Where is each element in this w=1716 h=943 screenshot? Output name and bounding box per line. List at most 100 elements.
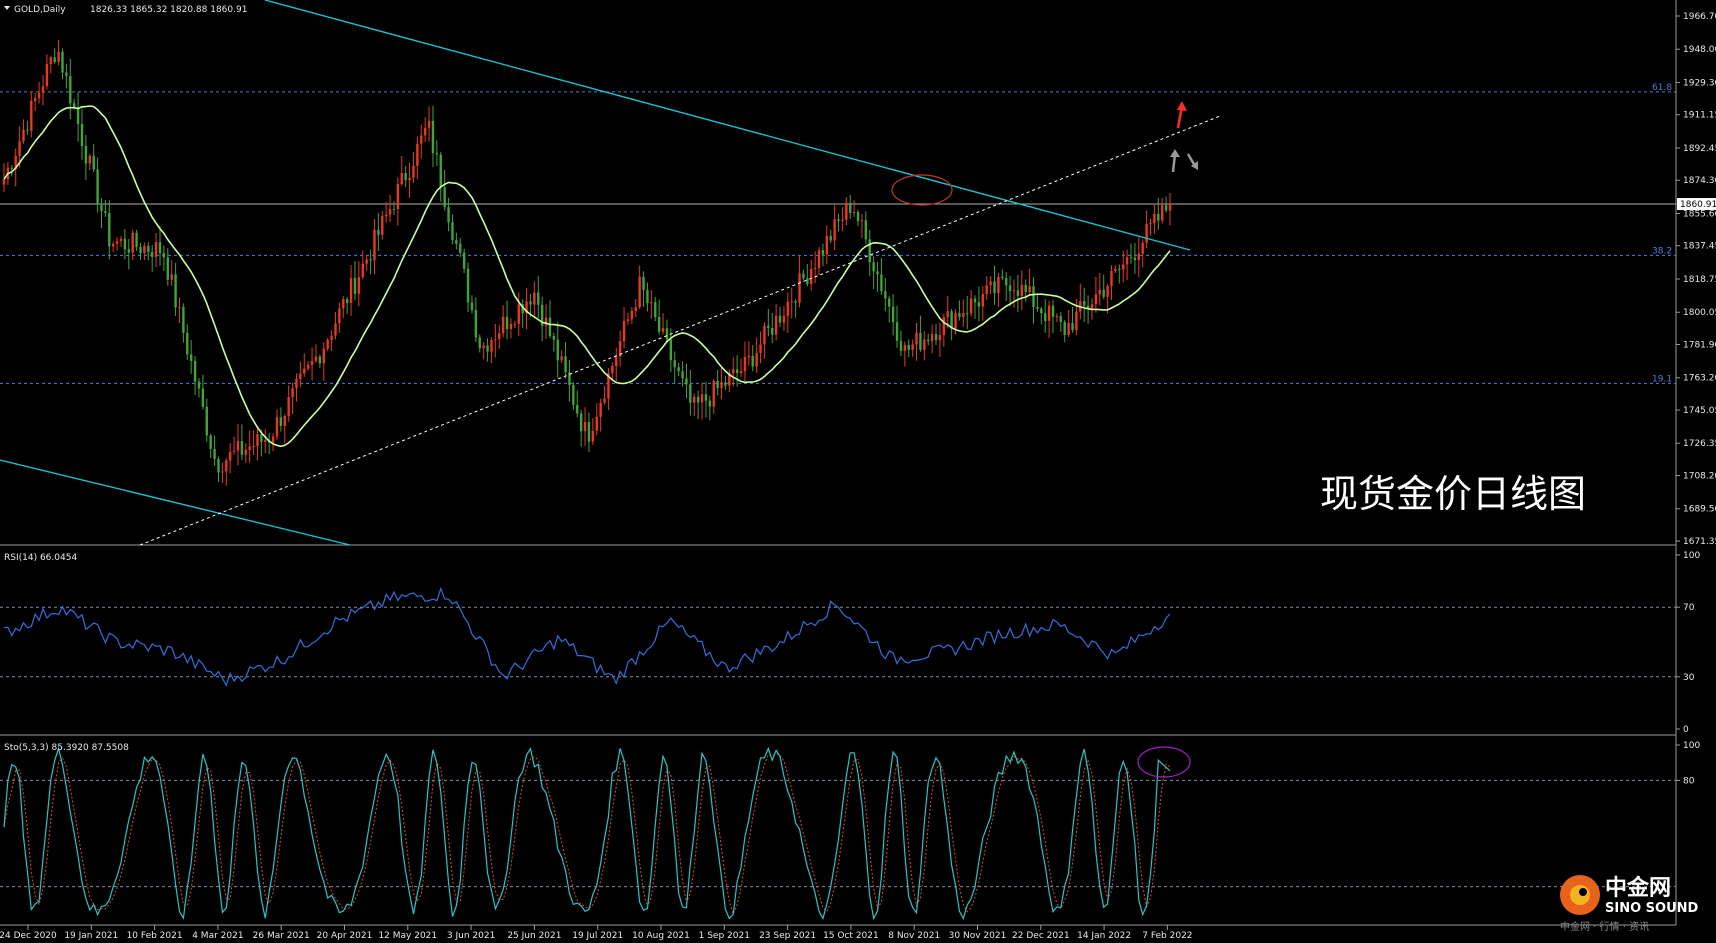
candle	[977, 286, 981, 322]
candle	[774, 304, 778, 341]
candle-body	[1153, 213, 1156, 224]
candle	[299, 361, 302, 388]
candle-body	[41, 86, 45, 93]
candle	[416, 136, 419, 179]
candle	[264, 429, 267, 454]
candle	[1032, 277, 1035, 324]
candle-body	[942, 317, 946, 335]
downtrend-channel-bottom	[0, 459, 351, 546]
candle	[1110, 265, 1113, 300]
rsi-line	[3, 586, 1171, 687]
candle-body	[833, 219, 836, 241]
candle-body	[841, 219, 844, 221]
date-tick-label: 15 Oct 2021	[823, 931, 879, 941]
candle-body	[213, 448, 216, 459]
resistance-highlight-ellipse	[891, 174, 953, 206]
candle-body	[958, 313, 961, 317]
candle	[665, 319, 669, 343]
candle-body	[786, 301, 790, 316]
candle-body	[806, 278, 809, 285]
candle	[349, 264, 353, 316]
candle	[716, 369, 719, 396]
candle-body	[205, 406, 208, 436]
price-tick-label: 1911.15	[1683, 111, 1716, 121]
candle	[1016, 274, 1020, 312]
candle-body	[225, 460, 228, 472]
candle	[891, 294, 895, 336]
candle-body	[338, 308, 341, 324]
candle-body	[708, 400, 712, 407]
candle	[396, 177, 400, 226]
candle-body	[505, 316, 509, 329]
candle-body	[381, 216, 384, 235]
candle-body	[174, 274, 177, 308]
candle	[1079, 283, 1082, 320]
candle	[568, 359, 571, 402]
candle	[150, 245, 154, 272]
candle	[30, 91, 33, 138]
candle-body	[209, 435, 212, 449]
candle-body	[677, 367, 680, 372]
candle	[525, 288, 528, 330]
candle-body	[544, 317, 548, 326]
rsi-tick-label: 30	[1683, 673, 1695, 683]
candle	[813, 251, 817, 284]
candle-body	[525, 301, 528, 314]
candle	[849, 195, 852, 219]
candle	[252, 430, 255, 455]
candle-body	[474, 310, 478, 338]
date-tick-label: 25 Jun 2021	[507, 931, 561, 941]
candle-body	[334, 323, 337, 336]
symbol-label: GOLD,Daily	[14, 5, 66, 15]
candle	[412, 152, 415, 183]
price-tick-label: 1708.20	[1683, 471, 1716, 481]
candle	[1055, 313, 1059, 323]
candle	[650, 289, 653, 319]
candle	[1102, 274, 1105, 300]
candle-body	[989, 281, 992, 286]
stoch-tick-label: 80	[1683, 776, 1695, 786]
candle	[1047, 300, 1051, 339]
candle-body	[829, 235, 832, 241]
candle	[447, 197, 450, 232]
candle-body	[673, 360, 676, 368]
candle	[759, 331, 762, 364]
candle-body	[326, 340, 329, 349]
candle-body	[572, 385, 575, 405]
price-tick-label: 1892.45	[1683, 144, 1716, 154]
candle-body	[1102, 289, 1105, 297]
candle	[170, 260, 173, 286]
candle	[49, 55, 52, 74]
candle-body	[353, 278, 357, 294]
rsi-tick-label: 100	[1683, 551, 1700, 561]
candle	[186, 324, 189, 360]
candle	[1164, 196, 1168, 213]
candle	[338, 302, 341, 333]
candle	[154, 233, 158, 267]
candle-body	[201, 388, 205, 407]
candle	[876, 261, 879, 292]
candle-body	[170, 274, 173, 280]
candle-body	[119, 238, 123, 242]
candle	[708, 395, 712, 421]
candle	[1036, 294, 1039, 312]
candle	[806, 263, 809, 287]
candle-body	[763, 325, 766, 345]
candle	[1083, 287, 1086, 322]
candle	[560, 350, 563, 364]
candle-body	[993, 281, 996, 294]
candle-body	[1032, 286, 1035, 308]
candle	[735, 355, 739, 387]
candle	[669, 328, 673, 373]
candle-body	[443, 187, 446, 208]
candle-body	[37, 92, 41, 99]
candle-body	[817, 250, 821, 269]
candle-body	[299, 373, 302, 380]
candle-body	[322, 348, 325, 364]
candle	[162, 245, 166, 272]
symbol-dropdown-icon[interactable]	[4, 6, 10, 10]
candle	[743, 341, 747, 382]
candle-body	[314, 356, 318, 362]
candle	[817, 246, 821, 275]
candle	[810, 259, 813, 291]
